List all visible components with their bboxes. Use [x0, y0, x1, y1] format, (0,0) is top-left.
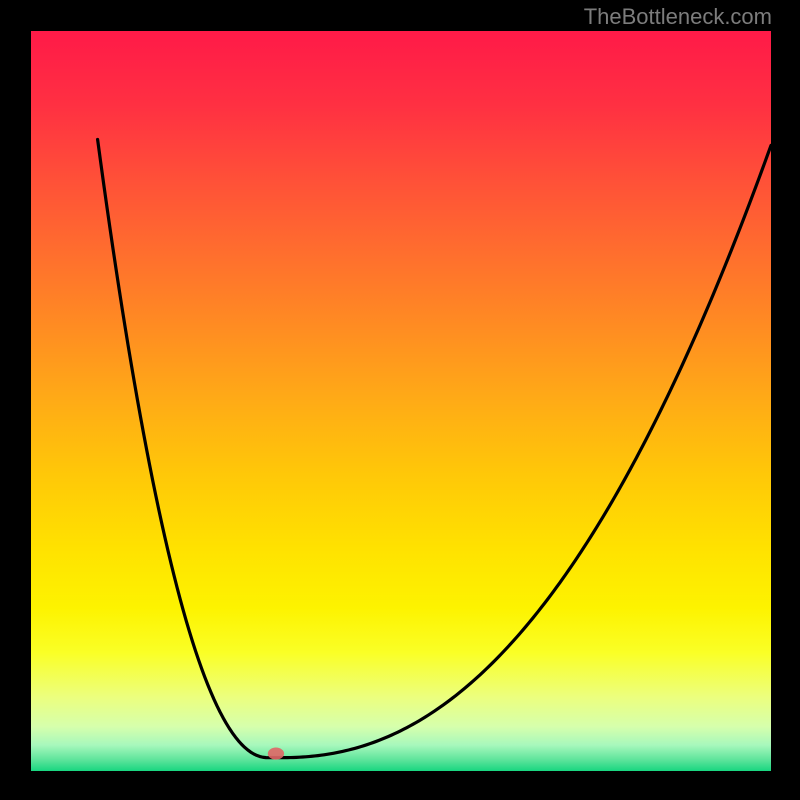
plot-area: [31, 31, 771, 771]
min-marker: [268, 748, 284, 760]
watermark-text: TheBottleneck.com: [584, 4, 772, 30]
gradient-background: [31, 31, 771, 771]
chart-canvas: TheBottleneck.com: [0, 0, 800, 800]
plot-svg: [31, 31, 771, 771]
